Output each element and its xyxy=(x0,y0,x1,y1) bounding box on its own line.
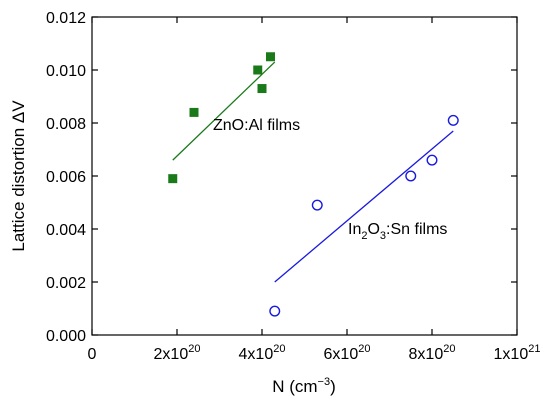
zno-al-data-point xyxy=(253,65,263,75)
in2o3-sn-data-point xyxy=(269,305,281,317)
in2o3-sn-data-point xyxy=(426,154,438,166)
y-tick-label: 0.000 xyxy=(46,328,86,345)
in2o3-sn-data-point xyxy=(311,199,323,211)
x-axis-ticks: 0 2x1020 4x1020 6x1020 8x1020 1x1021 xyxy=(88,17,541,363)
plot-frame xyxy=(91,16,518,336)
in2o3-sn-data-point xyxy=(447,114,459,126)
x-tick-label: 0 xyxy=(88,346,97,363)
zno-al-data-point xyxy=(266,52,275,62)
y-tick-label: 0.008 xyxy=(46,116,86,133)
x-tick-label: 2x1020 xyxy=(154,343,201,363)
x-tick-label: 1x1021 xyxy=(494,343,541,363)
y-tick-label: 0.002 xyxy=(46,275,86,292)
y-tick-label: 0.006 xyxy=(46,169,86,186)
zno-al-data-point xyxy=(189,107,199,117)
ito-annotation: In2O3:Sn films xyxy=(348,221,447,242)
y-tick-label: 0.004 xyxy=(46,222,86,239)
in2o3-sn-fit-line xyxy=(274,130,454,283)
zno-al-data-point xyxy=(257,84,267,94)
y-tick-label: 0.012 xyxy=(46,10,86,27)
zno-al-fit-line xyxy=(172,61,276,161)
x-axis-title: N (cm−3) xyxy=(272,376,336,396)
x-tick-label: 6x1020 xyxy=(324,343,371,363)
zno-al-data-point xyxy=(168,174,178,184)
x-tick-label: 4x1020 xyxy=(239,343,286,363)
zno-al-annotation: ZnO:Al films xyxy=(213,117,300,134)
x-tick-label: 8x1020 xyxy=(409,343,456,363)
in2o3-sn-data-point xyxy=(405,170,417,182)
fit-lines xyxy=(172,61,454,283)
data-markers xyxy=(168,52,459,317)
y-axis-ticks: 0.000 0.002 0.004 0.006 0.008 0.010 0.012 xyxy=(46,10,517,345)
y-tick-label: 0.010 xyxy=(46,63,86,80)
y-axis-title: Lattice distortion ΔV xyxy=(9,100,28,252)
